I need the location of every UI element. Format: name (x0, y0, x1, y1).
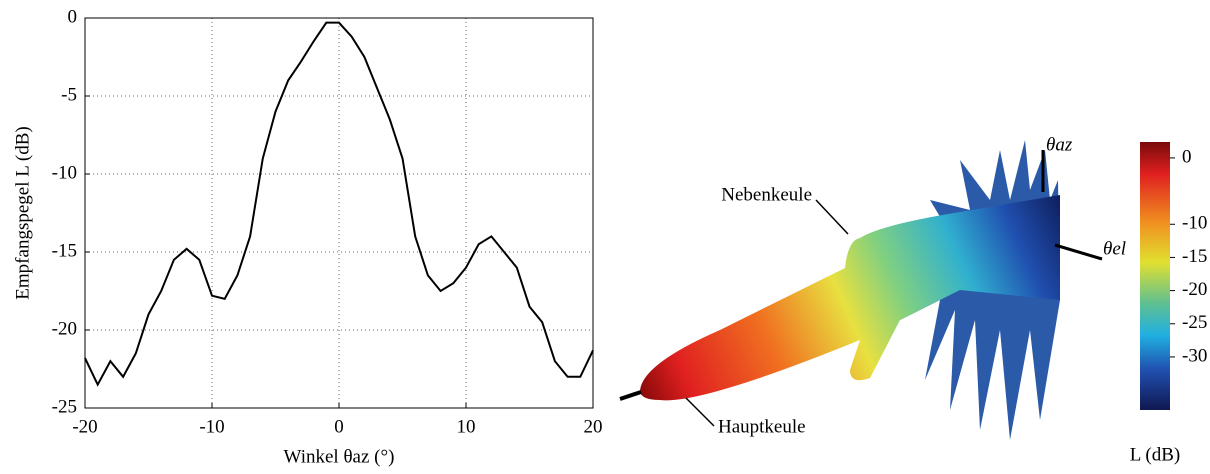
colorbar-tick-label: -30 (1182, 345, 1207, 366)
main-lobe (640, 195, 1060, 401)
y-tick-label: -10 (52, 162, 77, 183)
x-axis-label: Winkel θaz (°) (284, 446, 395, 467)
x-tick-label: -10 (199, 416, 224, 437)
leader (815, 199, 849, 235)
annotation: θel (1103, 238, 1126, 259)
y-tick-label: -20 (52, 318, 77, 339)
colorbar (1140, 142, 1170, 410)
annotation: Hauptkeule (718, 416, 806, 437)
y-tick-label: 0 (68, 6, 78, 27)
y-tick-label: -25 (52, 396, 77, 417)
annotation: θaz (1046, 134, 1073, 155)
y-tick-label: -15 (52, 240, 77, 261)
x-tick-label: -20 (72, 416, 97, 437)
colorbar-tick-label: -10 (1182, 213, 1207, 234)
annotation: Nebenkeule (721, 184, 812, 205)
colorbar-tick-label: -15 (1182, 246, 1207, 267)
colorbar-tick-label: -20 (1182, 279, 1207, 300)
x-tick-label: 10 (457, 416, 476, 437)
axis-stub (619, 390, 642, 401)
line-series (84, 21, 594, 387)
plot-frame (84, 17, 594, 409)
x-tick-label: 0 (334, 416, 344, 437)
beam-pattern (619, 140, 1103, 440)
y-tick-label: -5 (61, 84, 77, 105)
colorbar-tick-label: -25 (1182, 312, 1207, 333)
y-axis-label: Empfangspegel L (dB) (12, 126, 33, 299)
x-tick-label: 20 (584, 416, 603, 437)
leader (685, 397, 715, 427)
axis-stub (1054, 243, 1103, 261)
colorbar-label: L (dB) (1130, 444, 1180, 465)
colorbar-tick-label: 0 (1182, 146, 1192, 167)
